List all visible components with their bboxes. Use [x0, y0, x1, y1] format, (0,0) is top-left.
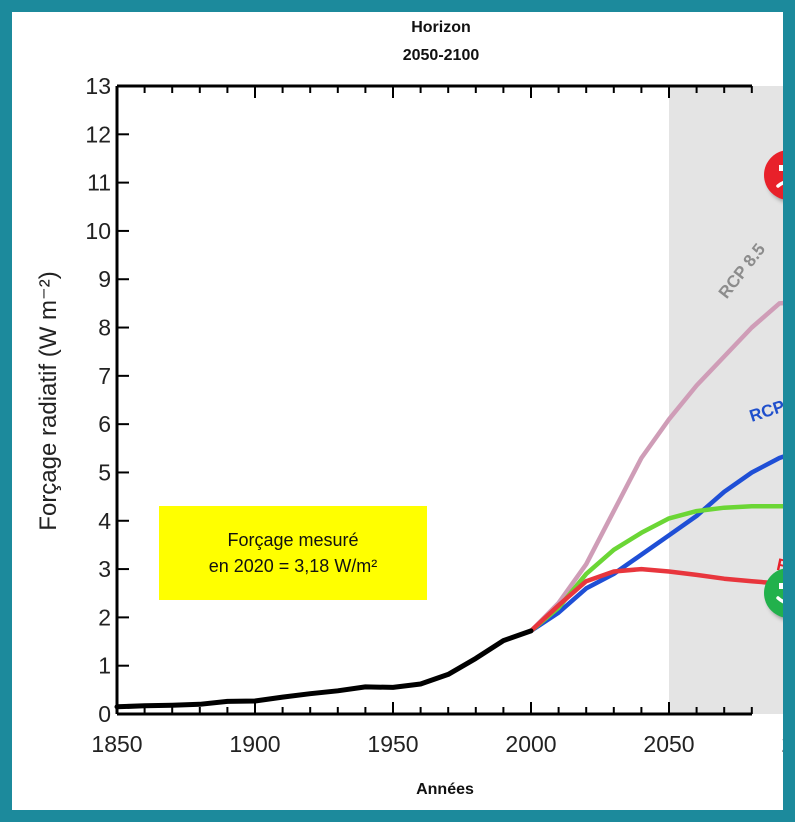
- x-tick-label: 2100: [781, 731, 783, 757]
- x-tick-label: 2000: [505, 731, 556, 757]
- y-tick-label: 2: [98, 604, 111, 630]
- x-tick-label: 2050: [643, 731, 694, 757]
- horizon-title-line2: 2050-2100: [403, 47, 480, 64]
- historical-line: [114, 628, 534, 710]
- y-tick-label: 0: [98, 701, 111, 727]
- y-tick-label: 8: [98, 315, 111, 341]
- happy-face-icon: [764, 568, 783, 618]
- y-tick-label: 5: [98, 459, 111, 485]
- y-tick-label: 13: [85, 73, 111, 99]
- x-axis-label: Années: [416, 781, 474, 798]
- chart-panel: 0123456789101112131850190019502000205021…: [12, 12, 783, 810]
- y-tick-label: 7: [98, 363, 111, 389]
- series-layer: [114, 300, 783, 710]
- y-tick-label: 10: [85, 218, 111, 244]
- y-axis-label: Forçage radiatif (W m⁻²): [35, 271, 62, 530]
- horizon-title-line1: Horizon: [411, 19, 471, 36]
- series-line: [528, 566, 783, 634]
- x-tick-label: 1850: [91, 731, 142, 757]
- y-tick-label: 4: [98, 508, 111, 534]
- measured-forcing-box: Forçage mesuré en 2020 = 3,18 W/m²: [159, 506, 427, 600]
- measured-forcing-line1: Forçage mesuré: [227, 530, 359, 550]
- x-tick-label: 1950: [367, 731, 418, 757]
- y-tick-label: 1: [98, 653, 111, 679]
- x-tick-label: 1900: [229, 731, 280, 757]
- series-line: [528, 504, 783, 634]
- sad-face-icon: [764, 150, 783, 200]
- series-line: [528, 300, 783, 634]
- y-tick-label: 12: [85, 121, 111, 147]
- y-tick-label: 3: [98, 556, 111, 582]
- measured-forcing-line2: en 2020 = 3,18 W/m²: [208, 556, 378, 576]
- chart-svg: 0123456789101112131850190019502000205021…: [35, 19, 783, 798]
- y-tick-label: 6: [98, 411, 111, 437]
- y-tick-label: 11: [87, 170, 111, 196]
- y-tick-label: 9: [98, 266, 111, 292]
- horizon-span: [669, 86, 783, 714]
- axis-ticks: 0123456789101112131850190019502000205021…: [85, 73, 783, 757]
- series-line: [528, 454, 783, 634]
